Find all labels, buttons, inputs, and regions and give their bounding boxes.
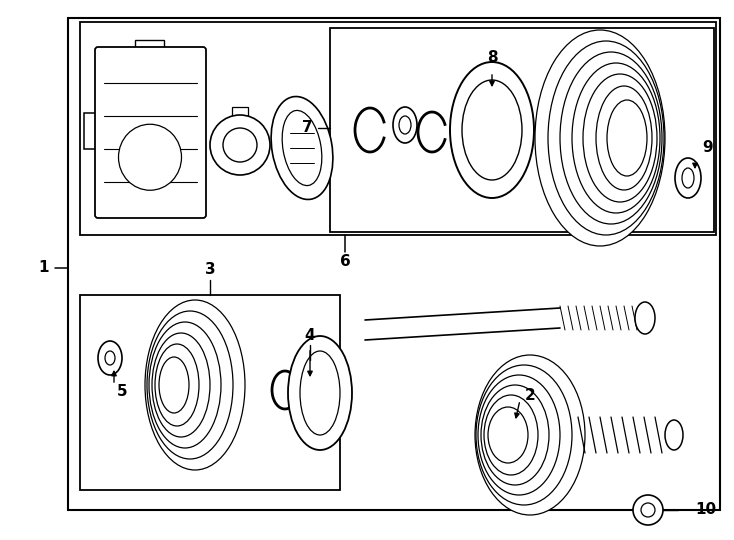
Text: 1: 1: [39, 260, 49, 275]
Ellipse shape: [223, 128, 257, 162]
Ellipse shape: [675, 158, 701, 198]
Ellipse shape: [476, 365, 572, 505]
Bar: [232, 107, 248, 117]
Ellipse shape: [607, 100, 647, 176]
Ellipse shape: [572, 63, 660, 213]
Text: 7: 7: [302, 120, 312, 136]
Text: 2: 2: [525, 388, 535, 402]
Ellipse shape: [155, 344, 199, 426]
Ellipse shape: [488, 407, 528, 463]
Bar: [80, 295, 340, 490]
Ellipse shape: [147, 311, 233, 459]
Ellipse shape: [639, 120, 659, 156]
Ellipse shape: [560, 52, 662, 224]
Ellipse shape: [98, 341, 122, 375]
Ellipse shape: [118, 124, 181, 190]
Text: 3: 3: [205, 262, 215, 278]
Ellipse shape: [282, 111, 321, 186]
Ellipse shape: [450, 62, 534, 198]
Ellipse shape: [288, 336, 352, 450]
Ellipse shape: [548, 41, 664, 235]
Ellipse shape: [152, 333, 210, 437]
FancyBboxPatch shape: [95, 47, 206, 218]
Bar: [330, 28, 714, 232]
Bar: [80, 22, 716, 235]
Ellipse shape: [641, 503, 655, 517]
Ellipse shape: [159, 357, 189, 413]
Text: 4: 4: [305, 327, 316, 342]
Ellipse shape: [475, 355, 585, 515]
Ellipse shape: [635, 302, 655, 334]
Ellipse shape: [210, 115, 270, 175]
Bar: [68, 18, 720, 510]
Ellipse shape: [682, 168, 694, 188]
Ellipse shape: [462, 80, 522, 180]
Ellipse shape: [596, 86, 652, 190]
Ellipse shape: [105, 351, 115, 365]
Text: 8: 8: [487, 51, 498, 65]
Ellipse shape: [478, 375, 560, 495]
Ellipse shape: [665, 420, 683, 450]
Bar: [84, 113, 98, 149]
Ellipse shape: [271, 97, 333, 199]
Ellipse shape: [583, 74, 657, 202]
Ellipse shape: [393, 107, 417, 143]
Ellipse shape: [399, 116, 411, 134]
Ellipse shape: [300, 351, 340, 435]
Ellipse shape: [145, 300, 245, 470]
Text: 6: 6: [340, 254, 350, 269]
Text: 10: 10: [695, 503, 716, 517]
Ellipse shape: [484, 395, 538, 475]
Ellipse shape: [481, 385, 549, 485]
Ellipse shape: [149, 322, 221, 448]
Ellipse shape: [535, 30, 665, 246]
Bar: [135, 40, 164, 52]
Ellipse shape: [633, 495, 663, 525]
Text: 5: 5: [117, 384, 127, 400]
Text: 9: 9: [702, 140, 713, 156]
